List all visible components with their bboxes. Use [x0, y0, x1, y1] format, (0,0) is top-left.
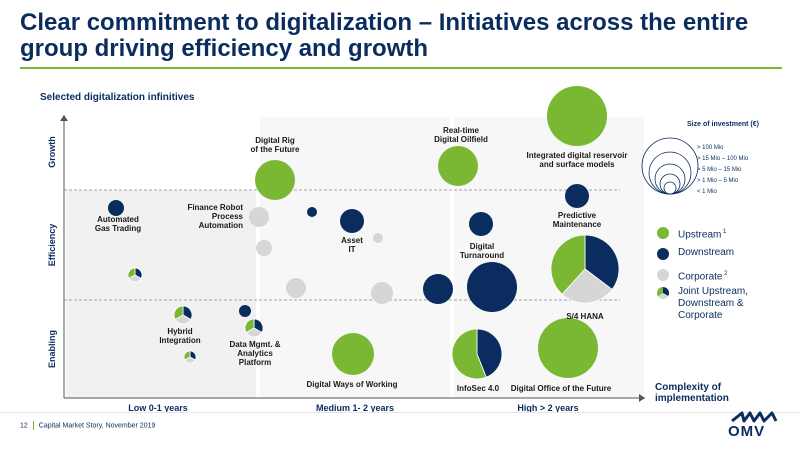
initiative-bubble: [256, 240, 272, 256]
x-axis-arrow: [639, 394, 645, 402]
corporate-legend-dot: [657, 269, 669, 281]
initiative-bubble: [423, 274, 453, 304]
omv-logo: [731, 411, 778, 423]
joint-slice: [244, 318, 255, 334]
upstream-legend-dot: [657, 227, 669, 239]
initiative-bubble: [239, 305, 251, 317]
size-legend-label: > 15 Mio – 100 Mio: [697, 156, 749, 162]
size-legend-circle: [648, 151, 692, 195]
joint-slice: [584, 234, 620, 291]
initiative-label: Asset IT: [341, 236, 363, 254]
initiative-bubble: [332, 333, 374, 375]
corporate-legend-label: Corporate 2: [678, 271, 728, 283]
chart-axes: Enabling Efficiency Growth Low 0-1 years Med…: [47, 115, 729, 413]
initiative-label: Real-time Digital Oilfield: [434, 126, 488, 144]
size-legend-circle: [659, 173, 681, 195]
initiative-bubble: [438, 146, 478, 186]
size-legend-label: < 1 Mio: [697, 189, 717, 195]
joint-slice: [561, 268, 613, 304]
initiative-label: Finance Robot Process Automation: [187, 203, 243, 230]
joint-slice: [127, 267, 136, 280]
initiative-label: Data Mgmt. & Analytics Platform: [229, 340, 280, 367]
joint-bubble: [127, 267, 143, 283]
title-rule: [20, 67, 782, 69]
initiative-bubble: [249, 207, 269, 227]
x-axis-title: Complexity of implementation: [655, 382, 729, 404]
initiative-bubble: [255, 160, 295, 200]
downstream-legend-label: Downstream: [678, 247, 735, 258]
upstream-legend-label: Upstream 1: [678, 229, 727, 241]
y-axis-label: Enabling: [47, 330, 57, 368]
initiative-bubble: [340, 209, 364, 233]
joint-bubble: [451, 328, 503, 380]
logo-text: OMV: [728, 423, 766, 440]
initiative-label: Integrated digital reservoir and surface …: [527, 151, 628, 169]
y-axis-label: Efficiency: [47, 224, 57, 267]
initiative-label: Digital Turnaround: [460, 242, 504, 260]
panel-divider: [258, 117, 260, 398]
x-axis-tick-label: Medium 1- 2 years: [316, 403, 394, 413]
size-legend-label: > 100 Mio: [697, 145, 724, 151]
joint-legend-label: Joint Upstream, Downstream & Corporate: [678, 286, 749, 321]
initiative-label: Digital Office of the Future: [511, 384, 612, 393]
joint-slice: [476, 328, 503, 378]
initiative-label: Digital Rig of the Future: [251, 136, 300, 154]
initiative-bubble: [286, 278, 306, 298]
size-legend: [641, 137, 699, 195]
chart-subtitle: Selected digitalization infinitives: [40, 92, 195, 103]
chart-labels: Automated Gas Trading Hybrid Integration Dat…: [95, 126, 628, 393]
footer-text: Capital Market Story, November 2019: [38, 422, 156, 430]
initiative-bubble: [547, 86, 607, 146]
panel-divider: [452, 117, 454, 398]
joint-slice: [550, 234, 586, 295]
y-axis-label: Growth: [47, 136, 57, 168]
initiative-bubble: [469, 212, 493, 236]
initiative-label: Hybrid Integration: [159, 327, 200, 345]
page-number: 12: [20, 422, 28, 430]
page-title: Clear commitment to digitalization – Ini…: [20, 9, 749, 62]
initiative-label: Automated Gas Trading: [95, 215, 141, 233]
x-axis-tick-label: Low 0-1 years: [128, 403, 188, 413]
initiative-bubble: [565, 184, 589, 208]
joint-legend-dot: [657, 287, 669, 299]
initiative-bubble: [538, 318, 598, 378]
initiative-bubble: [373, 233, 383, 243]
y-axis-arrow: [60, 115, 68, 121]
joint-bubble: [183, 350, 197, 364]
joint-bubble: [244, 318, 264, 338]
initiative-label: Predictive Maintenance: [553, 211, 602, 229]
initiative-bubble: [371, 282, 393, 304]
joint-slice: [173, 305, 184, 321]
initiative-bubble: [467, 262, 517, 312]
initiative-label: InfoSec 4.0: [457, 384, 500, 393]
joint-bubble: [173, 305, 193, 325]
size-legend-title: Size of investment (€): [687, 121, 759, 128]
joint-slice: [451, 328, 487, 380]
initiative-bubble: [307, 207, 317, 217]
size-legend-label: > 1 Mio – 5 Mio: [697, 178, 739, 184]
footer: 12 Capital Market Story, November 2019: [20, 421, 155, 430]
footer-rule: [0, 412, 800, 413]
x-axis-tick-label: High > 2 years: [517, 403, 578, 413]
joint-slice: [183, 350, 191, 361]
initiative-label: Digital Ways of Working: [306, 380, 397, 389]
size-legend-circle: [663, 181, 677, 195]
initiative-label: S/4 HANA: [566, 312, 604, 321]
joint-bubble: [550, 234, 620, 304]
size-legend-label: > 5 Mio – 15 Mio: [697, 167, 742, 173]
downstream-legend-dot: [657, 248, 669, 260]
initiative-bubble: [108, 200, 124, 216]
chart-bubbles: [108, 86, 620, 380]
panel-low: [66, 190, 256, 398]
size-legend-circle: [654, 163, 686, 195]
